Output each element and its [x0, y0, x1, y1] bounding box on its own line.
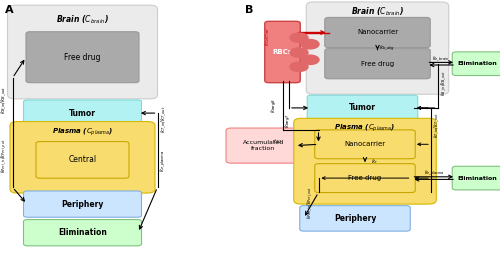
Text: Central: Central — [68, 155, 96, 164]
Circle shape — [290, 48, 308, 57]
FancyBboxPatch shape — [10, 122, 155, 193]
Text: $k_{T\_in}/k_{T\_out}$: $k_{T\_in}/k_{T\_out}$ — [432, 112, 442, 138]
Text: $k_{B\_in}/k_{B\_out}$: $k_{B\_in}/k_{B\_out}$ — [439, 70, 448, 96]
FancyBboxPatch shape — [300, 206, 410, 231]
Text: Accumulated
fraction: Accumulated fraction — [243, 140, 284, 151]
Text: Free drug: Free drug — [64, 53, 101, 62]
Text: Brain ($C_{brain}$): Brain ($C_{brain}$) — [56, 13, 109, 26]
Circle shape — [290, 33, 308, 42]
Text: $k_r$: $k_r$ — [370, 157, 378, 166]
FancyBboxPatch shape — [325, 17, 430, 48]
FancyBboxPatch shape — [8, 5, 158, 99]
Text: Free drug: Free drug — [361, 61, 394, 67]
Text: $t_{1/2}$: $t_{1/2}$ — [272, 138, 282, 146]
Circle shape — [301, 40, 319, 49]
Text: Periphery: Periphery — [334, 214, 376, 223]
FancyBboxPatch shape — [307, 95, 418, 121]
Text: Plasma ($C_{plasma}$): Plasma ($C_{plasma}$) — [334, 123, 396, 134]
Text: B: B — [245, 5, 254, 15]
Circle shape — [301, 55, 319, 64]
FancyBboxPatch shape — [265, 21, 300, 83]
Text: $k_{Peri\_in}/k_{Peri\_out}$: $k_{Peri\_in}/k_{Peri\_out}$ — [305, 186, 314, 219]
Text: RBCs: RBCs — [272, 49, 292, 55]
Text: Tumor: Tumor — [69, 109, 96, 118]
Text: $k_{b\_deg}$: $k_{b\_deg}$ — [380, 44, 396, 53]
FancyBboxPatch shape — [315, 164, 415, 192]
Text: Free drug: Free drug — [348, 175, 382, 181]
Text: $k_{Peri\_in}/k_{Peri\_out}$: $k_{Peri\_in}/k_{Peri\_out}$ — [0, 139, 8, 173]
Text: A: A — [5, 5, 14, 15]
FancyBboxPatch shape — [452, 52, 500, 75]
FancyBboxPatch shape — [24, 219, 142, 246]
FancyBboxPatch shape — [306, 2, 449, 94]
FancyBboxPatch shape — [26, 32, 139, 83]
Text: $k_{B\_in}/k_{B\_out}$: $k_{B\_in}/k_{B\_out}$ — [0, 86, 8, 114]
Text: Elimination: Elimination — [458, 176, 498, 181]
Text: Tumor: Tumor — [349, 103, 376, 112]
Text: Elimination: Elimination — [458, 61, 498, 66]
Text: $k_{targB}$: $k_{targB}$ — [270, 98, 280, 113]
Text: $k_{e\_plasma}$: $k_{e\_plasma}$ — [424, 168, 444, 178]
Text: $k_{targT}$: $k_{targT}$ — [284, 113, 294, 128]
Text: $k_{T\_in}/k_{T\_out}$: $k_{T\_in}/k_{T\_out}$ — [159, 105, 168, 133]
Text: $k_{CellTraf}$: $k_{CellTraf}$ — [263, 27, 272, 46]
Text: Nanocarrier: Nanocarrier — [357, 29, 398, 36]
Text: Brain ($C_{brain}$): Brain ($C_{brain}$) — [351, 5, 404, 18]
FancyBboxPatch shape — [315, 130, 415, 159]
Circle shape — [290, 62, 308, 72]
FancyBboxPatch shape — [294, 118, 436, 204]
FancyBboxPatch shape — [24, 191, 142, 217]
Text: Periphery: Periphery — [62, 200, 104, 209]
FancyBboxPatch shape — [452, 166, 500, 190]
Text: Plasma ($C_{plasma}$): Plasma ($C_{plasma}$) — [52, 127, 114, 138]
FancyBboxPatch shape — [24, 100, 142, 126]
Text: $k_{e\_plasma}$: $k_{e\_plasma}$ — [159, 150, 168, 172]
FancyBboxPatch shape — [325, 49, 430, 79]
Text: Nanocarrier: Nanocarrier — [344, 141, 386, 147]
Text: Elimination: Elimination — [58, 228, 107, 237]
Text: $k_{e\_brain}$: $k_{e\_brain}$ — [432, 54, 450, 63]
FancyBboxPatch shape — [226, 128, 301, 163]
FancyBboxPatch shape — [36, 141, 129, 178]
